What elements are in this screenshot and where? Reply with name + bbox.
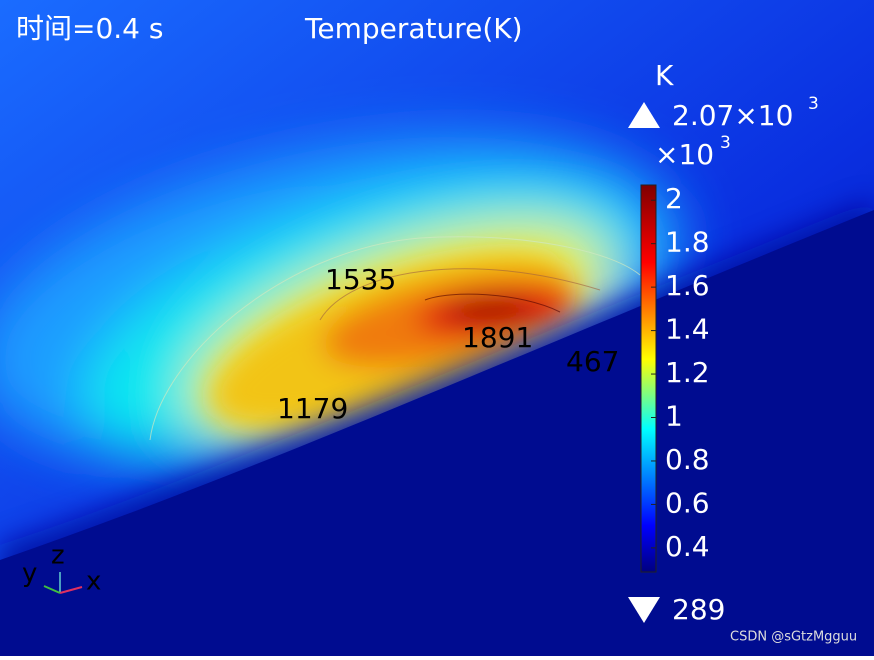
max-label: 2.07×10 (672, 99, 793, 132)
min-label: 289 (672, 593, 725, 626)
min-marker (628, 597, 660, 623)
x-axis (59, 586, 83, 594)
colorbar (640, 184, 657, 573)
contour-label: 1535 (325, 263, 396, 296)
scale-label: ×10 (655, 138, 714, 171)
contour (319, 268, 601, 321)
contour-label: 1179 (277, 392, 348, 425)
contour-label: 467 (566, 345, 619, 378)
contour (149, 236, 641, 441)
tick-label: 1.6 (665, 269, 710, 302)
axis-label: z (51, 541, 65, 571)
watermark: CSDN @sGtzMgguu (730, 630, 857, 645)
contour (424, 293, 561, 313)
axis-triad: y z x (22, 541, 101, 597)
scale-exponent: 3 (720, 133, 731, 153)
time-label: 时间=0.4 s (16, 12, 163, 45)
tick-label: 2 (665, 182, 683, 215)
tick-label: 0.8 (665, 443, 710, 476)
tick-label: 1.8 (665, 226, 710, 259)
contour-label: 1891 (462, 321, 533, 354)
axis-label: y (22, 559, 37, 589)
tick-label: 1 (665, 400, 683, 433)
axis-label: x (86, 567, 101, 597)
hot-zone (210, 252, 578, 428)
unit: K (655, 59, 674, 92)
max-marker (628, 102, 660, 128)
tick-label: 0.6 (665, 486, 710, 519)
colorbar-ticks: 2 1.8 1.6 1.4 1.2 1 0.8 0.6 0.4 (651, 182, 710, 563)
tick-label: 0.4 (665, 530, 710, 563)
y-axis (43, 585, 61, 594)
tick-label: 1.2 (665, 356, 710, 389)
tick-label: 1.4 (665, 313, 710, 346)
max-exponent: 3 (808, 94, 819, 114)
title: Temperature(K) (304, 12, 523, 45)
